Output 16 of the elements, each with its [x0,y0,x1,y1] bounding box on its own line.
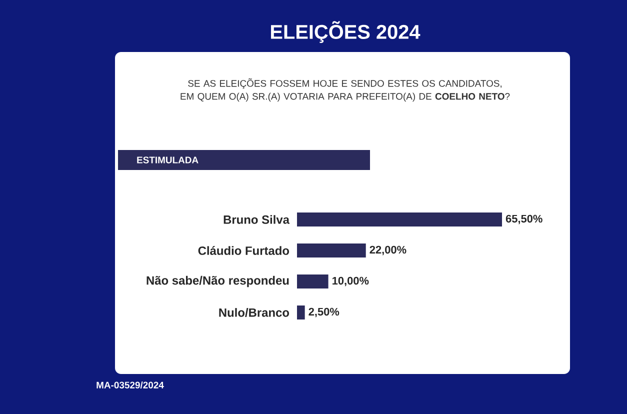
y-tick-label: Cláudio Furtado [198,246,290,255]
text: ESTIMULADA [137,156,198,164]
text: MA-03529/2024 [96,381,164,389]
bar [297,244,366,258]
chart-title: ELEIÇÕES 2024 [271,21,420,43]
y-tick-label: Nulo/Branco [219,308,290,317]
data-label: 65,50% [506,214,542,224]
y-tick-label: Não sabe/Não respondeu [146,276,289,288]
data-label: 22,00% [370,246,406,256]
chart-subtitle: SE AS ELEIÇÕES FOSSEM HOJE E SENDO ESTES OS CANDIDATOS, EM QUEM O(A) SR.(A) VOTARIA PARA PREFEITO(A) DE COELHO NETO? [180,78,510,102]
bar [297,306,305,320]
bar [297,212,502,226]
data-label: 2,50% [308,308,340,318]
y-tick-label: Bruno Silva [224,215,290,224]
bar [297,274,328,288]
data-label: 10,00% [332,276,369,286]
